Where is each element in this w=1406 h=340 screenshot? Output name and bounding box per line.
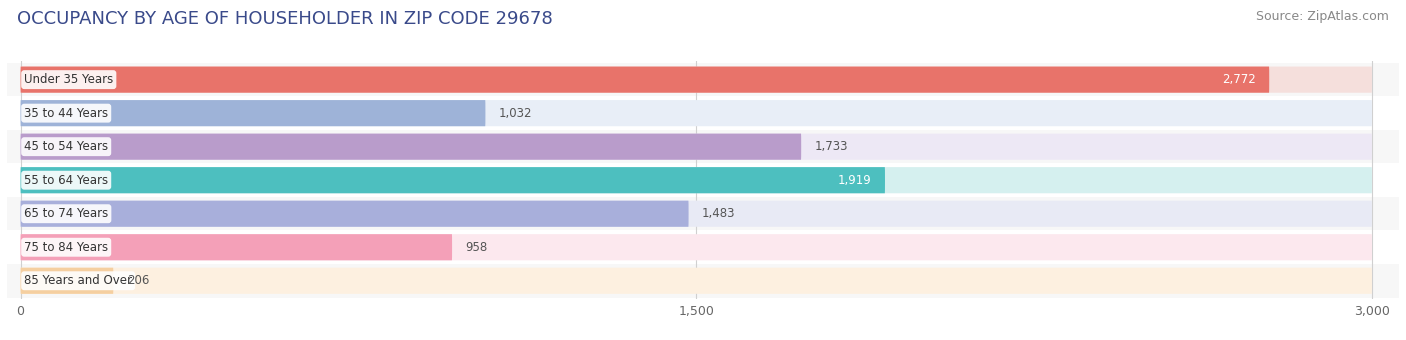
Bar (7, 130, 1399, 164)
Text: 1,483: 1,483 (702, 207, 735, 220)
FancyBboxPatch shape (21, 67, 1372, 93)
Bar (7, 97, 1399, 130)
Text: 45 to 54 Years: 45 to 54 Years (24, 140, 108, 153)
Text: 2,772: 2,772 (1222, 73, 1256, 86)
FancyBboxPatch shape (21, 201, 1372, 227)
FancyBboxPatch shape (21, 268, 114, 294)
FancyBboxPatch shape (21, 134, 801, 160)
Text: 55 to 64 Years: 55 to 64 Years (24, 174, 108, 187)
FancyBboxPatch shape (21, 100, 485, 126)
FancyBboxPatch shape (21, 134, 1372, 160)
Text: Source: ZipAtlas.com: Source: ZipAtlas.com (1256, 10, 1389, 23)
Bar (7, 231, 1399, 264)
Text: 35 to 44 Years: 35 to 44 Years (24, 107, 108, 120)
Bar (7, 164, 1399, 197)
Bar (7, 264, 1399, 298)
Text: 65 to 74 Years: 65 to 74 Years (24, 207, 108, 220)
FancyBboxPatch shape (21, 268, 1372, 294)
Text: OCCUPANCY BY AGE OF HOUSEHOLDER IN ZIP CODE 29678: OCCUPANCY BY AGE OF HOUSEHOLDER IN ZIP C… (17, 10, 553, 28)
Bar (7, 197, 1399, 231)
FancyBboxPatch shape (21, 167, 1372, 193)
Text: 1,032: 1,032 (499, 107, 533, 120)
FancyBboxPatch shape (21, 234, 1372, 260)
FancyBboxPatch shape (21, 100, 1372, 126)
FancyBboxPatch shape (21, 167, 884, 193)
Text: 75 to 84 Years: 75 to 84 Years (24, 241, 108, 254)
Text: 206: 206 (127, 274, 149, 287)
Text: Under 35 Years: Under 35 Years (24, 73, 114, 86)
Text: 958: 958 (465, 241, 488, 254)
Bar (7, 63, 1399, 97)
Text: 1,733: 1,733 (814, 140, 848, 153)
Text: 1,919: 1,919 (838, 174, 872, 187)
FancyBboxPatch shape (21, 234, 453, 260)
FancyBboxPatch shape (21, 67, 1270, 93)
Text: 85 Years and Over: 85 Years and Over (24, 274, 132, 287)
FancyBboxPatch shape (21, 201, 689, 227)
